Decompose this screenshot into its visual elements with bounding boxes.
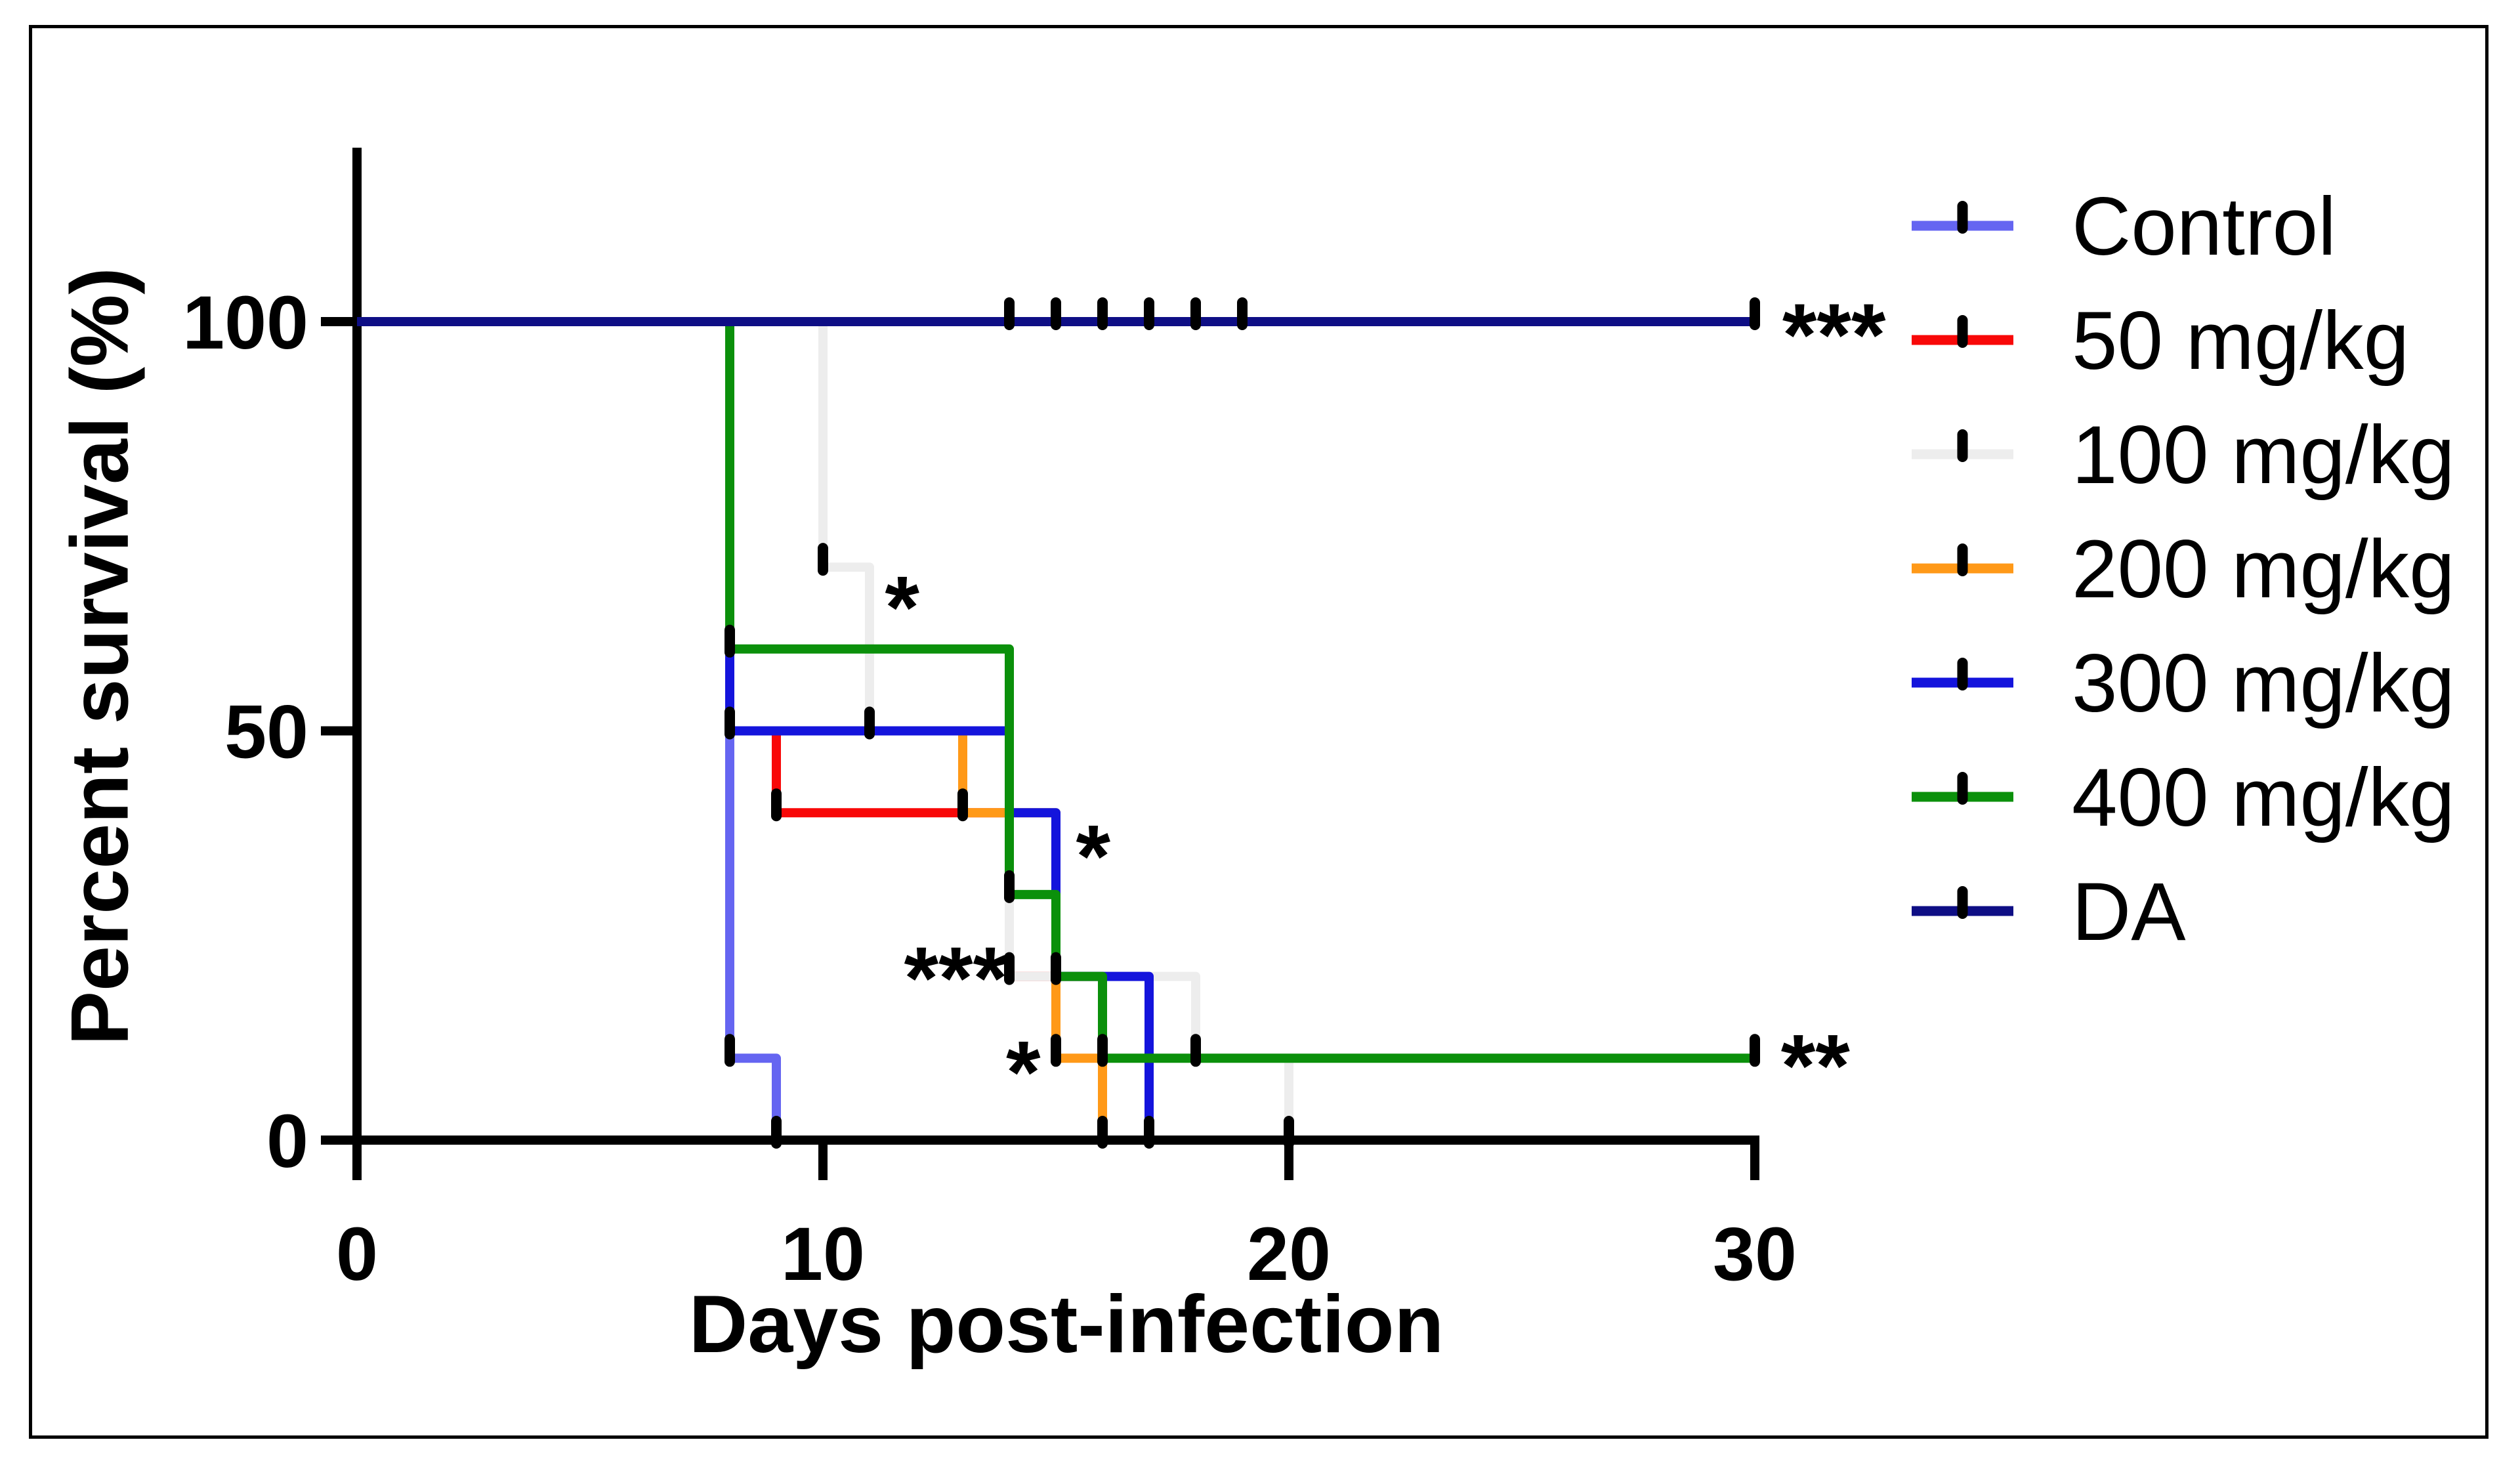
y-tick-label: 100 [182, 281, 308, 365]
survival-curves [357, 317, 1755, 1140]
y-tick-label: 0 [266, 1099, 308, 1183]
tick-labels: 0 50 100 0 10 20 30 [182, 281, 1797, 1296]
legend-label: 50 mg/kg [2072, 295, 2409, 387]
x-axis-title: Days post-infection [689, 1279, 1444, 1370]
significance-annotations: *********** [885, 286, 1886, 1122]
x-tick-label: 0 [336, 1212, 378, 1296]
legend-item-400-mg-kg: 400 mg/kg [1912, 752, 2455, 843]
curve-300-mg-kg [357, 317, 1154, 1140]
legend-item-200-mg-kg: 200 mg/kg [1912, 524, 2455, 615]
legend-label: 200 mg/kg [2072, 524, 2455, 615]
x-tick-label: 10 [781, 1212, 865, 1296]
legend-item-300-mg-kg: 300 mg/kg [1912, 638, 2455, 729]
legend-item-50-mg-kg: 50 mg/kg [1912, 295, 2409, 387]
legend-label: DA [2072, 866, 2186, 958]
axes [321, 148, 1759, 1180]
legend-label: 400 mg/kg [2072, 752, 2455, 843]
significance-stars: * [1076, 807, 1111, 906]
x-tick-label: 30 [1713, 1212, 1797, 1296]
x-tick-label: 20 [1247, 1212, 1331, 1296]
censor-ticks [724, 297, 1760, 1149]
significance-stars: ** [1781, 1016, 1851, 1115]
legend-item-da: DA [1912, 866, 2186, 958]
legend-item-100-mg-kg: 100 mg/kg [1912, 410, 2455, 501]
legend: Control 50 mg/kg 100 mg/kg 200 mg/kg 300 mg/… [1912, 181, 2455, 958]
y-tick-label: 50 [224, 690, 308, 775]
significance-stars: *** [1782, 286, 1886, 385]
legend-item-control: Control [1912, 181, 2336, 272]
curve-control [357, 317, 781, 1140]
legend-label: 300 mg/kg [2072, 638, 2455, 729]
legend-label: Control [2072, 181, 2336, 272]
y-axis-title: Percent survival (%) [55, 267, 146, 1045]
significance-stars: *** [904, 929, 1008, 1028]
significance-stars: * [885, 558, 919, 657]
legend-label: 100 mg/kg [2072, 410, 2455, 501]
curve-400-mg-kg [357, 317, 1755, 1063]
significance-stars: * [1006, 1023, 1041, 1122]
